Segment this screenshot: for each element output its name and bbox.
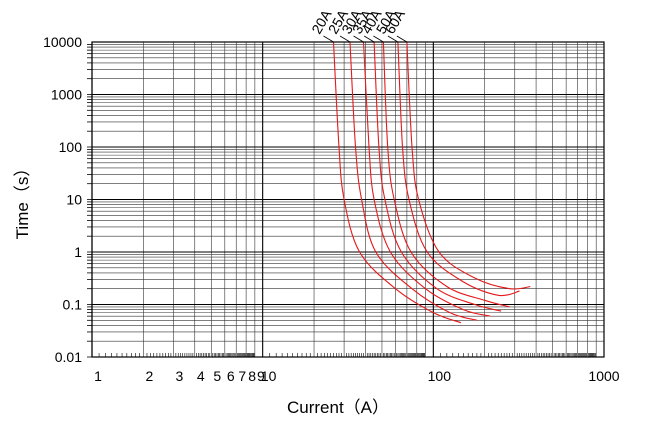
y-tick-label: 0.01 xyxy=(55,349,82,365)
leader-40A xyxy=(373,35,384,43)
curves xyxy=(332,41,531,324)
axis-ticks xyxy=(87,44,596,358)
y-tick-label: 0.1 xyxy=(63,297,83,313)
x-tick-label: 100 xyxy=(428,368,452,384)
x-tick-label: 5 xyxy=(213,368,221,384)
x-tick-label: 8 xyxy=(248,368,256,384)
y-tick-label: 1000 xyxy=(51,87,82,103)
y-tick-labels: 0.01 0.1 1 10 100 1000 10000 xyxy=(43,34,82,365)
x-tick-label: 1000 xyxy=(588,368,619,384)
curve-40A xyxy=(382,41,510,308)
leader-35A xyxy=(363,35,375,43)
x-tick-label: 9 xyxy=(257,368,265,384)
curve-20A xyxy=(332,41,462,324)
x-tick-label: 10 xyxy=(261,368,277,384)
plot-frame xyxy=(91,41,605,358)
curve-label-leaders xyxy=(323,35,408,43)
y-tick-label: 100 xyxy=(59,139,83,155)
y-tick-label: 10 xyxy=(66,192,82,208)
y-tick-label: 1 xyxy=(74,244,82,260)
curve-30A xyxy=(362,41,491,317)
leader-20A xyxy=(323,35,334,43)
leader-30A xyxy=(353,35,364,43)
curve-50A xyxy=(397,41,520,297)
curve-25A xyxy=(349,41,478,321)
y-axis-title: Time（s） xyxy=(13,160,32,240)
x-tick-labels: 1 2 3 4 5 6 7 8 910 100 1000 xyxy=(94,368,620,384)
x-axis-title: Current（A） xyxy=(287,398,389,417)
leader-25A xyxy=(339,35,351,43)
x-tick-label: 3 xyxy=(176,368,184,384)
y-tick-label: 10000 xyxy=(43,34,82,50)
leader-60A xyxy=(396,35,408,43)
x-tick-label: 4 xyxy=(197,368,205,384)
curve-35A xyxy=(373,41,502,312)
x-tick-label: 7 xyxy=(238,368,246,384)
x-tick-label: 6 xyxy=(227,368,235,384)
x-tick-label: 2 xyxy=(145,368,153,384)
curve-60A xyxy=(406,41,531,290)
x-tick-label: 1 xyxy=(94,368,102,384)
leader-50A xyxy=(387,35,399,43)
